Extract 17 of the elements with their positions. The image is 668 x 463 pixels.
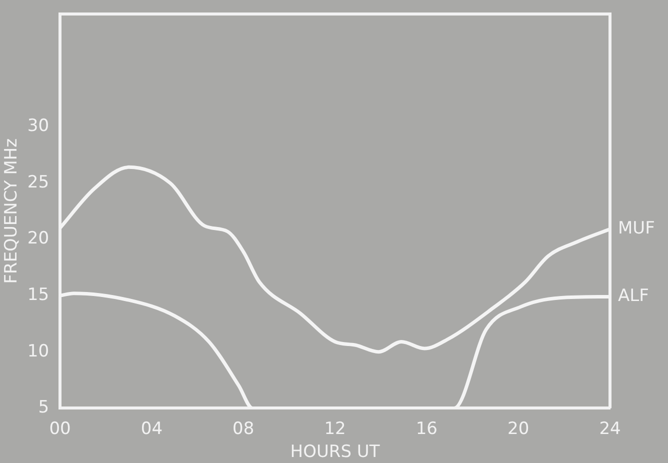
x-tick-label: 12 xyxy=(324,418,346,439)
x-tick-label: 04 xyxy=(140,418,163,439)
y-tick-label: 20 xyxy=(27,228,50,249)
y-tick-label: 30 xyxy=(27,116,50,136)
y-tick-label: 15 xyxy=(27,284,50,305)
x-tick-label: 20 xyxy=(508,418,530,439)
y-tick-label: 10 xyxy=(27,341,50,362)
x-tick-label: 24 xyxy=(599,418,621,439)
y-axis-title: FREQUENCY MHz xyxy=(2,138,22,284)
series-label: MUF xyxy=(618,218,655,239)
series-label: ALF xyxy=(618,286,649,306)
x-axis-title: HOURS UT xyxy=(290,442,380,462)
x-tick-label: 00 xyxy=(49,418,71,439)
y-tick-label: 5 xyxy=(38,398,50,418)
x-tick-label: 16 xyxy=(416,418,438,439)
y-tick-label: 25 xyxy=(27,172,50,192)
x-tick-label: 08 xyxy=(232,418,254,439)
